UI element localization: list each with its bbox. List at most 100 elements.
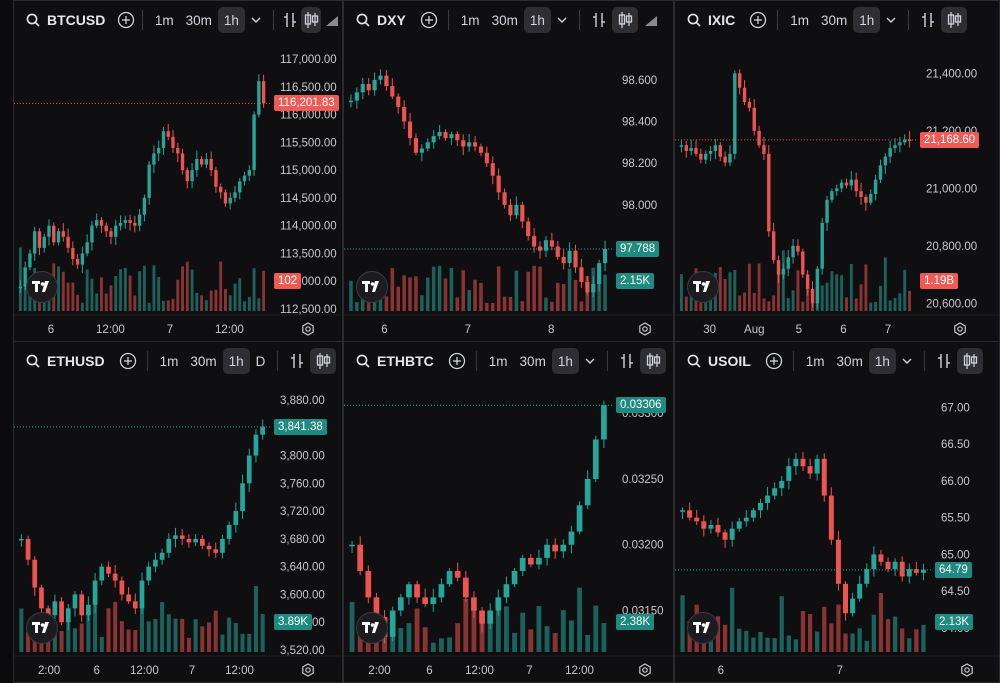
symbol-search-button[interactable]: BTCUSD xyxy=(14,12,115,28)
interval-button-1m[interactable]: 1m xyxy=(488,353,508,369)
interval-dropdown-button[interactable] xyxy=(245,7,267,33)
tradingview-logo[interactable] xyxy=(356,271,388,303)
drawing-tool-button[interactable] xyxy=(321,7,342,33)
tradingview-icon xyxy=(362,622,379,633)
chart-pane-ethbtc[interactable]: ETHBTC 1m 30m 1h 0.03300 0.03250 0.03200 0.0315… xyxy=(343,341,674,683)
symbol-search-button[interactable]: ETHUSD xyxy=(14,353,115,369)
chart-pane-ixic[interactable]: IXIC 1m 30m 1h 21,400.0021,200.0021,000.0020… xyxy=(674,0,1000,342)
tradingview-logo[interactable] xyxy=(26,612,58,644)
interval-button-1m[interactable]: 1m xyxy=(154,12,174,28)
candle-body xyxy=(179,535,185,539)
symbol-search-button[interactable]: DXY xyxy=(344,12,416,28)
symbol-search-button[interactable]: USOIL xyxy=(675,353,761,369)
indicators-button[interactable] xyxy=(614,348,640,374)
compare-add-button[interactable] xyxy=(416,7,442,33)
tradingview-logo[interactable] xyxy=(687,271,719,303)
volume-bar xyxy=(544,626,550,652)
chart-settings-button[interactable] xyxy=(637,662,653,678)
interval-button-1m[interactable]: 1m xyxy=(159,353,179,369)
compare-add-button[interactable] xyxy=(115,7,136,33)
symbol-search-button[interactable]: ETHBTC xyxy=(344,353,444,369)
interval-button-30m[interactable]: 30m xyxy=(519,353,546,369)
interval-button-1m[interactable]: 1m xyxy=(790,12,809,28)
chart-settings-button[interactable] xyxy=(637,321,653,337)
interval-button-day[interactable]: D xyxy=(255,353,266,369)
candles-button[interactable] xyxy=(300,7,322,33)
symbol-search-button[interactable]: IXIC xyxy=(675,12,745,28)
volume-bar xyxy=(767,301,771,311)
candle-body xyxy=(471,597,477,611)
volume-bar xyxy=(485,302,489,311)
volume-bar xyxy=(597,279,601,311)
interval-button-1h[interactable]: 1h xyxy=(217,7,245,33)
candle-body xyxy=(402,106,407,122)
chart-pane-usoil[interactable]: USOIL 1m 30m 1h 67.00 66.50 66.00 65.50 65.00 64.… xyxy=(674,341,1000,683)
interval-button-1h[interactable]: 1h xyxy=(551,348,579,374)
candles-button[interactable] xyxy=(310,348,337,374)
indicators-button[interactable] xyxy=(586,7,612,33)
y-axis-tick-label: 20,800.00 xyxy=(926,241,977,253)
volume-bar xyxy=(139,606,145,652)
chart-pane-ethusd[interactable]: ETHUSD1m30m1hD3,880.003,840.003,800.003,… xyxy=(13,341,343,683)
compare-add-button[interactable] xyxy=(444,348,470,374)
y-axis-tick-label: 3,600.00 xyxy=(280,589,325,601)
interval-button-1h[interactable]: 1h xyxy=(868,348,896,374)
interval-dropdown-button[interactable] xyxy=(880,7,902,33)
candle-body xyxy=(373,597,380,618)
interval-button-1m[interactable]: 1m xyxy=(805,353,825,369)
indicators-button[interactable] xyxy=(284,348,310,374)
chart-settings-button[interactable] xyxy=(300,662,316,678)
chart-settings-button[interactable] xyxy=(959,662,975,678)
candles-button[interactable] xyxy=(639,348,666,374)
candles-button[interactable] xyxy=(611,7,638,33)
chart-pane-btcusd[interactable]: BTCUSD 1m 30m 1h 117,000.00 116,500.00 116,000… xyxy=(13,0,343,342)
y-axis-tick-label: 3,520.00 xyxy=(280,645,325,657)
candle-body xyxy=(52,225,56,243)
candle-body xyxy=(687,510,693,518)
compare-add-button[interactable] xyxy=(115,348,141,374)
interval-dropdown-button[interactable] xyxy=(551,7,573,33)
chart-settings-button[interactable] xyxy=(952,321,968,337)
tradingview-logo[interactable] xyxy=(26,271,58,303)
interval-button-1h[interactable]: 1h xyxy=(222,348,250,374)
tradingview-logo[interactable] xyxy=(356,612,388,644)
chart-settings-button[interactable] xyxy=(300,321,316,337)
indicators-button[interactable] xyxy=(931,348,957,374)
candle-body xyxy=(414,584,420,598)
indicators-button[interactable] xyxy=(280,7,301,33)
interval-button-30m[interactable]: 30m xyxy=(190,353,217,369)
drawing-tool-button[interactable] xyxy=(638,7,664,33)
compare-add-button[interactable] xyxy=(761,348,787,374)
toolbar-divider xyxy=(777,10,779,30)
interval-dropdown-button[interactable] xyxy=(896,348,918,374)
candles-button[interactable] xyxy=(956,348,983,374)
candles-button[interactable] xyxy=(941,7,968,33)
plus-circle-icon xyxy=(119,352,136,370)
candle-body xyxy=(104,225,108,232)
interval-button-30m[interactable]: 30m xyxy=(491,12,518,28)
indicators-button[interactable] xyxy=(915,7,941,33)
interval-button-1h[interactable]: 1h xyxy=(853,7,881,33)
compare-add-button[interactable] xyxy=(745,7,771,33)
candle-body xyxy=(106,566,111,574)
price-chart[interactable]: 117,000.00 116,500.00 116,000.00 115,500.00… xyxy=(14,39,343,342)
volume-bar xyxy=(193,619,198,652)
interval-dropdown-button[interactable] xyxy=(579,348,601,374)
tradingview-logo[interactable] xyxy=(687,612,719,644)
interval-button-30m[interactable]: 30m xyxy=(185,12,212,28)
chevron-down-icon xyxy=(251,17,261,23)
candle-body xyxy=(437,131,442,137)
interval-button-1m[interactable]: 1m xyxy=(460,12,480,28)
price-chart[interactable]: 21,400.0021,200.0021,000.0020,800.0020,6… xyxy=(675,39,1000,342)
volume-bar xyxy=(679,274,683,311)
tradingview-icon xyxy=(32,622,49,633)
interval-button-30m[interactable]: 30m xyxy=(821,12,848,28)
interval-button-30m[interactable]: 30m xyxy=(836,353,863,369)
volume-bar xyxy=(573,279,578,311)
interval-button-1h[interactable]: 1h xyxy=(523,7,551,33)
chart-pane-dxy[interactable]: DXY 1m 30m 1h 98.60098.40098.20098.00097.800… xyxy=(343,0,674,342)
volume-bar xyxy=(422,627,428,652)
